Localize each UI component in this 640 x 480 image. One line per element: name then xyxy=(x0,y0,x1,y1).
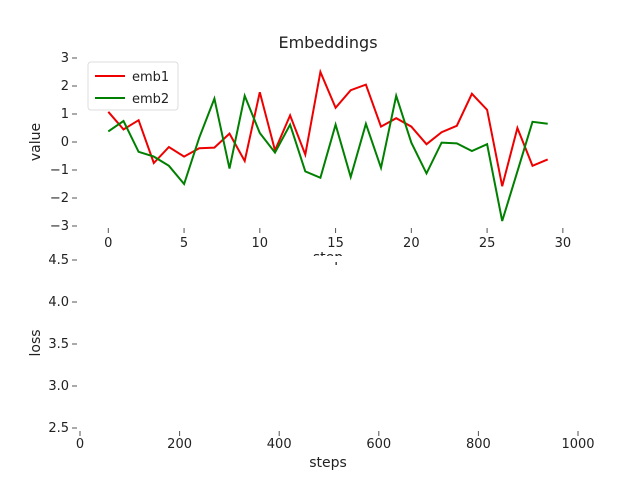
x-tick-label: 800 xyxy=(466,437,491,452)
x-tick-label: 0 xyxy=(104,236,112,251)
loss-chart: loss steps 0 200 400 600 800 1000 2.5 3.0 3.5 4.… xyxy=(28,253,595,471)
x-axis-ticks: 0 200 400 600 800 1000 xyxy=(76,431,595,452)
overlap-mask xyxy=(0,256,640,262)
x-tick-label: 0 xyxy=(76,437,84,452)
y-axis-label: loss xyxy=(28,329,44,356)
embeddings-chart: Embeddings value 0 5 10 15 20 25 30 −3 −2 −1 0 1 2 3… xyxy=(28,33,571,251)
y-tick-label: 3 xyxy=(61,51,69,66)
legend: emb1 emb2 xyxy=(87,61,179,111)
y-tick-label: 0 xyxy=(61,135,69,150)
legend-label: emb1 xyxy=(132,70,169,85)
y-tick-label: 3.0 xyxy=(48,379,69,394)
x-tick-label: 200 xyxy=(167,437,192,452)
y-tick-label: 2 xyxy=(61,79,69,94)
series-line-emb1 xyxy=(107,68,549,187)
x-tick-label: 5 xyxy=(180,236,188,251)
x-axis-ticks: 0 5 10 15 20 25 30 xyxy=(104,228,571,251)
legend-label: emb2 xyxy=(132,92,169,107)
y-tick-label: 2.5 xyxy=(48,421,69,436)
y-tick-label: 1 xyxy=(61,107,69,122)
x-tick-label: 15 xyxy=(327,236,344,251)
x-tick-label: 20 xyxy=(403,236,420,251)
y-tick-label: −1 xyxy=(50,163,69,178)
y-tick-label: 4.5 xyxy=(48,253,69,268)
x-tick-label: 400 xyxy=(267,437,292,452)
y-axis-ticks: −3 −2 −1 0 1 2 3 xyxy=(50,51,77,234)
series-lines xyxy=(107,68,549,222)
series-line-emb2 xyxy=(107,91,548,222)
x-axis-label: steps xyxy=(309,455,347,471)
x-tick-label: 30 xyxy=(555,236,572,251)
x-tick-label: 10 xyxy=(252,236,269,251)
x-tick-label: 25 xyxy=(479,236,496,251)
x-tick-label: 1000 xyxy=(561,437,594,452)
y-tick-label: 4.0 xyxy=(48,295,69,310)
y-tick-label: 3.5 xyxy=(48,337,69,352)
x-tick-label: 600 xyxy=(366,437,391,452)
y-axis-label: value xyxy=(28,123,44,161)
y-tick-label: −2 xyxy=(50,191,69,206)
chart-title: Embeddings xyxy=(278,33,377,52)
y-tick-label: −3 xyxy=(50,219,69,234)
y-axis-ticks: 2.5 3.0 3.5 4.0 4.5 xyxy=(48,253,77,436)
